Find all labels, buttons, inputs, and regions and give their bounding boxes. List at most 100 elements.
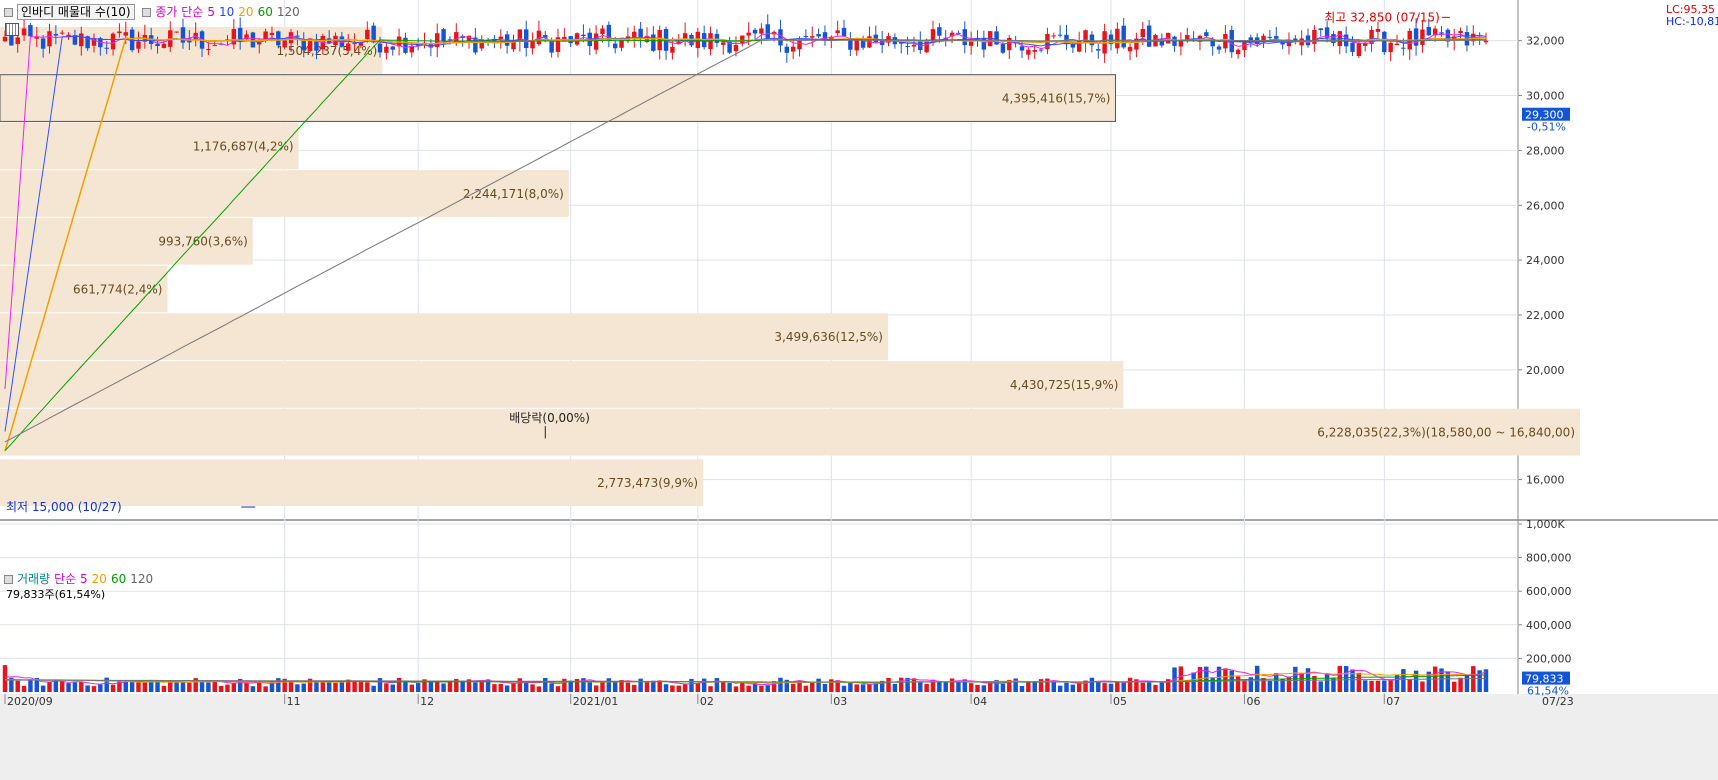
volume-toggle-box[interactable] — [4, 575, 13, 584]
volume-bar — [1140, 682, 1145, 692]
candle-body — [174, 31, 179, 33]
volume-profile-label: 2,244,171(8,0%) — [463, 187, 564, 201]
legend-ma5: 5 — [207, 5, 215, 19]
volume-bar — [682, 684, 688, 692]
volume-bar — [168, 680, 173, 692]
volume-ma-line-120 — [5, 677, 1487, 683]
candle-body — [1426, 26, 1432, 36]
candle-body — [434, 33, 440, 48]
candle-body — [1026, 49, 1031, 55]
candle-body — [206, 49, 211, 51]
candle-body — [581, 34, 586, 37]
candle-body — [498, 36, 504, 39]
volume-bar — [1159, 682, 1165, 692]
candle-body — [543, 35, 548, 38]
candle-body — [994, 31, 999, 45]
volume-bar — [994, 679, 999, 692]
volume-bar — [384, 683, 389, 692]
volume-bar — [727, 682, 732, 692]
candle-body — [1178, 40, 1184, 47]
candle-body — [1394, 43, 1400, 46]
candle-body — [129, 29, 135, 51]
volume-bar — [1369, 680, 1374, 692]
volume-profile-label: 4,395,416(15,7%) — [1002, 92, 1111, 106]
volume-bar — [1318, 681, 1323, 692]
volume-bar — [905, 677, 910, 692]
last-change-label: -0,51% — [1527, 121, 1566, 134]
y-axis-area — [1518, 0, 1718, 780]
volume-bar — [460, 680, 465, 692]
candle-body — [1108, 34, 1114, 45]
candle-body — [473, 37, 478, 53]
volume-bar — [523, 681, 529, 692]
candle-body — [110, 33, 116, 50]
volume-bar — [282, 678, 287, 692]
volume-bar — [810, 681, 815, 692]
volume-bar — [1210, 677, 1215, 692]
volume-bar — [231, 683, 237, 692]
volume-bar — [1267, 680, 1273, 692]
candle-body — [390, 46, 395, 50]
volume-bar — [110, 684, 116, 692]
candle-body — [1210, 40, 1215, 47]
ma-toggle-box[interactable] — [142, 8, 152, 17]
volume-bar — [485, 679, 491, 692]
candle-body — [1140, 29, 1145, 38]
volume-bar — [1153, 684, 1158, 692]
volume-bar — [1019, 686, 1025, 692]
volume-bar — [1350, 669, 1355, 692]
volume-profile-label: 1,504,237(5,4%) — [276, 44, 377, 58]
candle-body — [479, 39, 484, 49]
candle-body — [454, 32, 459, 43]
volume-bar — [314, 680, 319, 692]
volume-bar — [1235, 676, 1241, 692]
volume-bar — [1165, 679, 1171, 692]
volume-bar — [701, 678, 707, 692]
candle-body — [34, 36, 40, 39]
candle-body — [733, 45, 739, 52]
volume-bar — [829, 679, 834, 692]
candle-body — [47, 31, 52, 47]
candle-body — [1369, 29, 1374, 44]
volume-bar — [1312, 675, 1317, 692]
volume-bar — [930, 679, 936, 692]
x-tick-label: 02 — [700, 695, 714, 708]
candle-body — [15, 37, 20, 45]
volume-bar — [1356, 672, 1362, 692]
volume-bar — [1083, 680, 1088, 692]
volume-profile-bar — [0, 408, 1580, 456]
volume-bar — [822, 683, 828, 692]
volume-bar — [943, 681, 948, 692]
volume-bar — [899, 677, 904, 692]
volume-bar — [352, 681, 357, 692]
table-icon[interactable] — [5, 23, 19, 36]
candle-body — [231, 29, 237, 45]
volume-bar — [867, 684, 872, 692]
price-tick-label: 26,000 — [1526, 199, 1565, 212]
volume-bar — [759, 685, 764, 692]
candle-body — [1134, 38, 1139, 50]
volume-profile-label: 2,773,473(9,9%) — [597, 476, 698, 490]
legend-vol-ma20: 20 — [91, 572, 107, 586]
candle-body — [59, 32, 65, 34]
volume-bar — [1337, 665, 1343, 692]
series-toggle-box[interactable] — [4, 8, 13, 17]
volume-bar — [155, 680, 160, 692]
volume-bar — [689, 678, 694, 692]
volume-bar — [911, 678, 917, 692]
candle-body — [9, 33, 14, 46]
candle-body — [307, 38, 313, 51]
volume-bar — [587, 682, 592, 692]
legend-ma-label: 종가 단순 — [155, 5, 204, 19]
candle-body — [409, 45, 415, 53]
volume-bar — [1146, 682, 1152, 692]
volume-bar — [1382, 680, 1387, 692]
candle-body — [1057, 34, 1063, 36]
volume-bar — [301, 683, 306, 692]
candle-body — [1248, 37, 1254, 42]
volume-ma-line-20 — [4, 672, 1487, 684]
volume-bar — [1420, 681, 1425, 692]
legend-ma20: 20 — [238, 5, 254, 19]
candle-body — [1286, 42, 1292, 47]
candle-body — [555, 37, 561, 52]
